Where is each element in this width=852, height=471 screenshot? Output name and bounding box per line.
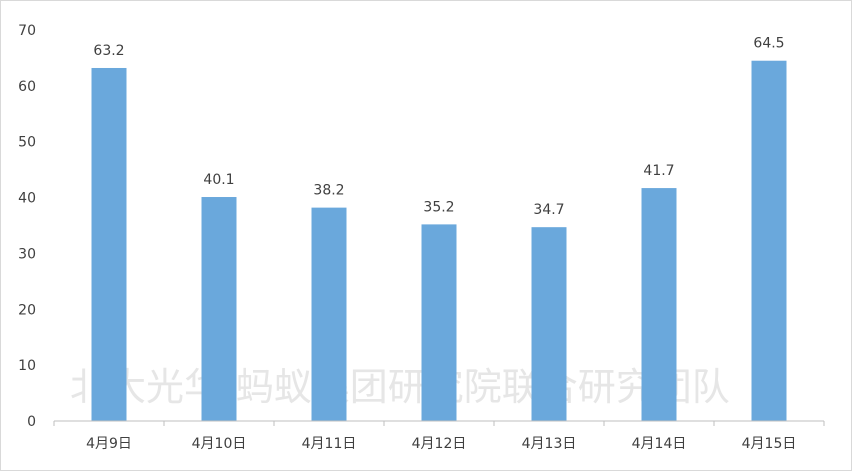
y-tick-label: 20 [18,302,36,318]
x-tick-label: 4月13日 [522,436,577,452]
data-label: 34.7 [533,202,564,218]
bar [421,224,457,421]
y-tick-label: 10 [18,358,36,374]
y-tick-label: 60 [18,79,36,95]
x-tick-label: 4月14日 [632,436,687,452]
y-tick-label: 70 [18,23,36,39]
bar [531,227,567,421]
data-label: 38.2 [313,183,344,199]
data-label: 40.1 [203,172,234,188]
data-label: 35.2 [423,199,454,215]
data-label: 63.2 [93,43,124,59]
x-tick-label: 4月11日 [302,436,357,452]
bar [751,60,787,421]
bar [641,188,677,421]
x-tick-label: 4月10日 [192,436,247,452]
y-tick-label: 50 [18,135,36,151]
data-label: 64.5 [753,36,784,52]
bar [201,197,237,421]
y-tick-label: 0 [27,414,36,430]
watermark: 北大光华-蚂蚁集团研究院联合研究团队 [70,365,730,409]
y-tick-label: 40 [18,191,36,207]
x-tick-label: 4月12日 [412,436,467,452]
y-tick-label: 30 [18,246,36,262]
bar [311,207,347,421]
bar [91,67,127,422]
x-tick-label: 4月15日 [742,436,797,452]
data-label: 41.7 [643,163,674,179]
x-tick-label: 4月9日 [86,436,132,452]
